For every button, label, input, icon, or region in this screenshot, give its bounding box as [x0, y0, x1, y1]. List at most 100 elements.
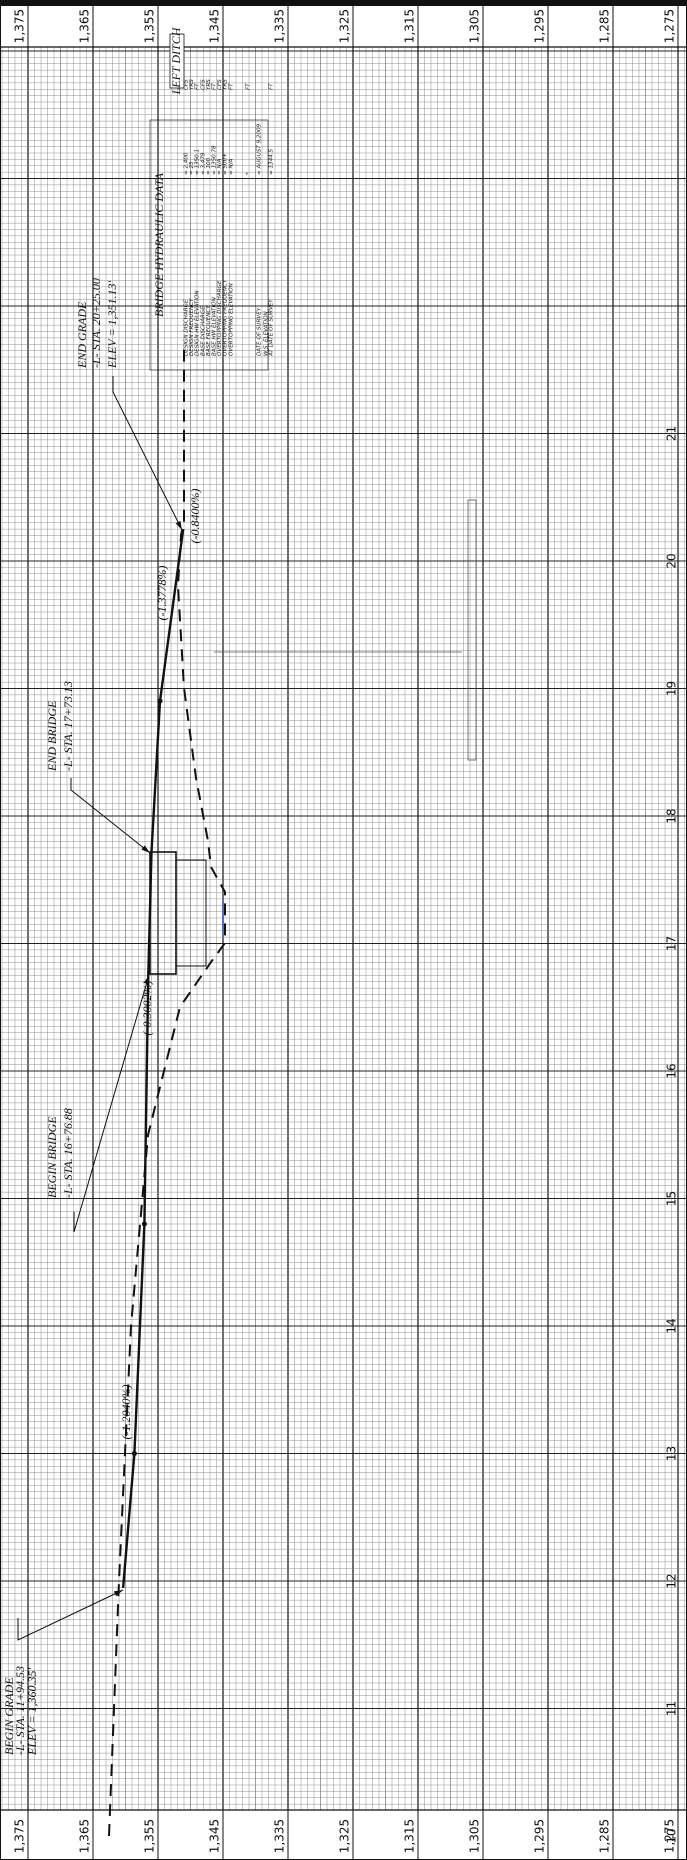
- grid: [0, 6, 687, 1860]
- begin-grade: BEGIN GRADE: [2, 1677, 16, 1755]
- hd-value: = 1350.78: [212, 145, 218, 175]
- elevation-label: 1,335: [273, 9, 287, 43]
- hd-unit: FT: [195, 83, 201, 90]
- station-label: 14: [665, 1318, 679, 1333]
- hd-value: = N/A: [228, 158, 234, 175]
- station-label: 16: [665, 1063, 679, 1078]
- left-ditch: LEFT DITCH: [169, 26, 183, 95]
- pvi: [157, 698, 163, 704]
- grade-percent: (-0.3002%): [140, 981, 154, 1036]
- hd-label: OVERTOPPING FREQUENCY: [223, 279, 229, 356]
- hd-unit: YRS: [223, 79, 229, 90]
- bridge-substructure: [175, 859, 207, 967]
- hd-unit: CFS: [217, 79, 223, 90]
- hd-label: OVERTOPPING DISCHARGE: [217, 280, 223, 356]
- pvi: [131, 1451, 137, 1456]
- station-label: 19: [665, 681, 679, 696]
- hd-label: AT DATE OF SURVEY: [269, 299, 275, 357]
- begin-grade: -L- STA. 11+94.53: [13, 1666, 27, 1755]
- end-bridge: END BRIDGE: [45, 700, 59, 772]
- hd-value: = N/A: [217, 158, 223, 175]
- begin-bridge: -L- STA. 16+76.88: [61, 1108, 75, 1198]
- station-label: 13: [665, 1446, 679, 1461]
- hydraulic-title: BRIDGE HYDRAULIC DATA: [152, 172, 166, 317]
- elevation-label: 1,345: [208, 9, 222, 43]
- begin-bridge: BEGIN BRIDGE: [45, 1116, 59, 1198]
- hd-label: OVERTOPPING ELEVATION: [228, 282, 234, 356]
- elevation-label: 1,365: [78, 9, 92, 43]
- elevation-label: 1,275: [663, 9, 677, 43]
- ditch-box: [169, 33, 185, 89]
- leader: [112, 376, 183, 531]
- end-grade: -L- STA. 20+25.00: [89, 278, 103, 368]
- elevation-label: 1,285: [598, 9, 612, 43]
- grade-percent: (-0.8400%): [188, 489, 202, 544]
- station-label: 18: [665, 808, 679, 823]
- elevation-label: 1,355: [143, 1819, 157, 1853]
- station-label: 12: [665, 1573, 679, 1588]
- station-label: 10: [665, 1828, 679, 1843]
- elevation-label: 1,285: [598, 1819, 612, 1853]
- hd-label: DESIGN FREQUENCY: [189, 298, 195, 356]
- elevation-label: 1,345: [208, 1819, 222, 1853]
- begin-grade: ELEV = 1,360.35': [25, 1667, 39, 1756]
- hd-unit: CFS: [200, 79, 206, 90]
- top-band: [0, 0, 687, 6]
- hd-value: = 2,400: [184, 152, 190, 175]
- hd-label: BASE HW ELEVATION: [212, 296, 218, 356]
- leader: [73, 974, 150, 1233]
- hydraulic-box: [149, 119, 269, 371]
- station-label: 20: [665, 553, 679, 568]
- elevation-label: 1,325: [338, 1819, 352, 1853]
- elevation-label: 1,305: [468, 9, 482, 43]
- hd-value: = AUGUST 9,2009: [257, 123, 263, 175]
- elevation-label: 1,355: [143, 9, 157, 43]
- elevation-label: 1,375: [13, 9, 27, 43]
- station-label: 11: [665, 1701, 679, 1716]
- grade-percent: (-1.2040%): [119, 1385, 133, 1440]
- station-label: 15: [665, 1191, 679, 1206]
- hd-unit: CFS: [184, 79, 190, 90]
- hd-value: = 1344.5: [269, 149, 275, 175]
- elevation-label: 1,335: [273, 1819, 287, 1853]
- pvi: [141, 1221, 147, 1227]
- elevation-label: 1,305: [468, 1819, 482, 1853]
- elevation-label: 1,315: [403, 1819, 417, 1853]
- hd-label: BASE FREQUENCY: [206, 305, 212, 356]
- hd-label: W.S. ELEVATION: [264, 311, 270, 356]
- hd-value: = 500+: [223, 153, 229, 175]
- hd-value: = 100: [206, 157, 212, 175]
- hd-label: BASE DISCHARGE: [200, 306, 206, 356]
- elevation-label: 1,295: [533, 1819, 547, 1853]
- annotations: 1,375 1,375 1,365 1,365 1,355 1,355 1,345 1,345…: [2, 9, 679, 1853]
- hd-unit: FT: [212, 83, 218, 90]
- hd-unit: FT: [246, 83, 252, 90]
- station-label: 17: [665, 936, 679, 951]
- hd-unit: FT: [269, 83, 275, 90]
- station-label: 21: [665, 426, 679, 441]
- elevation-label: 1,295: [533, 9, 547, 43]
- hd-unit: YRS: [206, 79, 212, 90]
- hd-value: *: [246, 172, 252, 175]
- leader: [70, 778, 151, 854]
- hd-value: = 1350.1: [195, 149, 201, 175]
- elevation-label: 1,315: [403, 9, 417, 43]
- end-grade: END GRADE: [75, 301, 89, 369]
- end-bridge: -L- STA. 17+73.13: [61, 681, 75, 771]
- elevation-label: 1,365: [78, 1819, 92, 1853]
- hd-value: = 3,479: [200, 152, 206, 175]
- hd-unit: YRS: [189, 79, 195, 90]
- elevation-label: 1,275: [663, 1819, 677, 1853]
- hd-label: DESIGN DISCHARGE: [184, 299, 190, 356]
- grade-percent: (-1.3778%): [155, 566, 169, 621]
- hd-unit: FT: [228, 83, 234, 90]
- end-grade: ELEV = 1,351.13': [105, 280, 119, 369]
- leader: [17, 1589, 124, 1641]
- elevation-label: 1,375: [13, 1819, 27, 1853]
- hd-value: = 25: [189, 161, 195, 175]
- hd-label: DATE OF SURVEY: [257, 307, 263, 356]
- elevation-label: 1,325: [338, 9, 352, 43]
- hd-label: DESIGN HW ELEVATION: [195, 290, 201, 356]
